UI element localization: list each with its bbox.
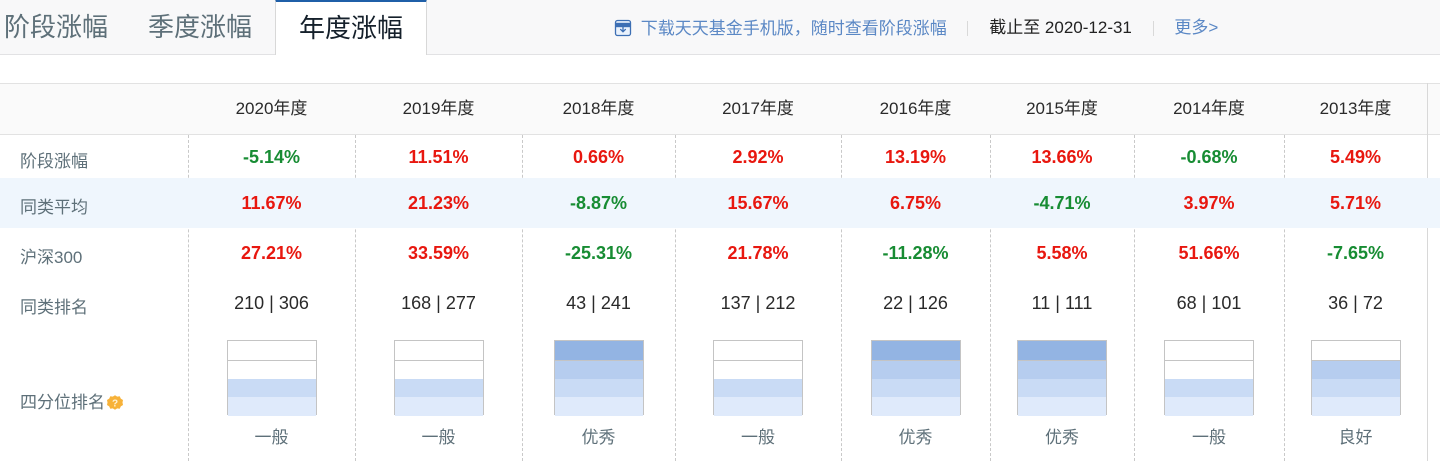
svg-text:?: ? xyxy=(112,398,118,409)
